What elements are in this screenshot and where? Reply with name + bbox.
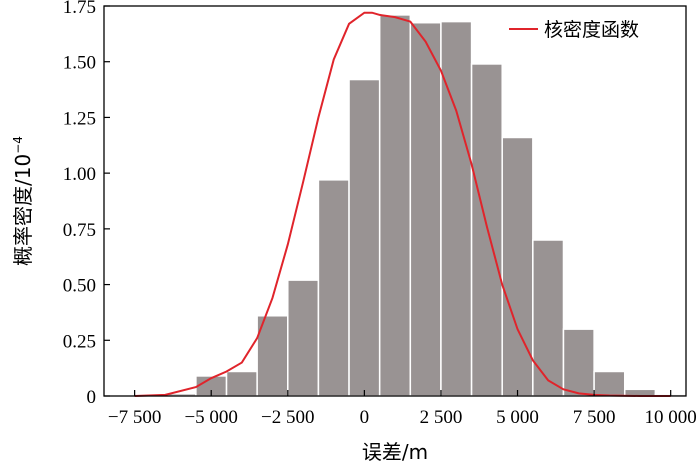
x-tick-label: −5 000 — [184, 407, 237, 428]
y-tick-label: 1.50 — [63, 53, 96, 74]
histogram-bar — [287, 279, 320, 397]
x-tick-label: 10 000 — [645, 407, 697, 428]
y-axis-label: 概率密度/10−4 — [11, 136, 35, 266]
histogram-bar — [409, 21, 442, 397]
kde-line — [134, 11, 671, 397]
y-tick-label: 0.25 — [63, 331, 96, 352]
x-tick-label: 0 — [360, 407, 370, 428]
legend-label: 核密度函数 — [544, 19, 639, 41]
y-tick-label: 1.00 — [63, 164, 96, 185]
histogram-bar — [378, 14, 412, 397]
y-axis-label-group: 概率密度/10−4 — [11, 136, 35, 266]
histogram-bar — [593, 370, 626, 397]
y-tick-label: 1.25 — [63, 108, 96, 129]
x-axis-ticks: −7 500 −5 000 −2 500 0 2 500 5 000 7 500 10 000 — [108, 390, 697, 428]
legend: 核密度函数 — [509, 19, 639, 41]
y-axis-ticks: 0 0.25 0.50 0.75 1.00 1.25 1.50 1.75 — [63, 0, 110, 408]
histogram-bar — [317, 179, 350, 397]
x-tick-label: −2 500 — [261, 407, 314, 428]
plot-frame — [103, 5, 687, 397]
histogram-bar — [532, 239, 565, 397]
x-tick-label: 2 500 — [420, 407, 463, 428]
histogram-bar — [501, 136, 534, 397]
histogram-bar — [256, 315, 289, 397]
x-tick-label: 7 500 — [573, 407, 616, 428]
y-tick-label: 0.50 — [63, 276, 96, 297]
histogram-bar — [562, 328, 595, 397]
y-tick-label: 0.75 — [63, 220, 96, 241]
x-tick-label: −7 500 — [108, 407, 161, 428]
y-tick-label: 0 — [87, 387, 97, 408]
y-tick-label: 1.75 — [63, 0, 96, 18]
histogram-bars — [164, 14, 687, 397]
y-axis-label-main: 概率密度/10 — [11, 154, 35, 266]
histogram-bar — [348, 78, 381, 397]
x-tick-label: 5 000 — [496, 407, 539, 428]
x-axis-label: 误差/m — [362, 440, 428, 464]
histogram-bar — [225, 370, 258, 397]
histogram-bar — [440, 20, 473, 397]
y-axis-label-exponent: −4 — [11, 136, 25, 154]
